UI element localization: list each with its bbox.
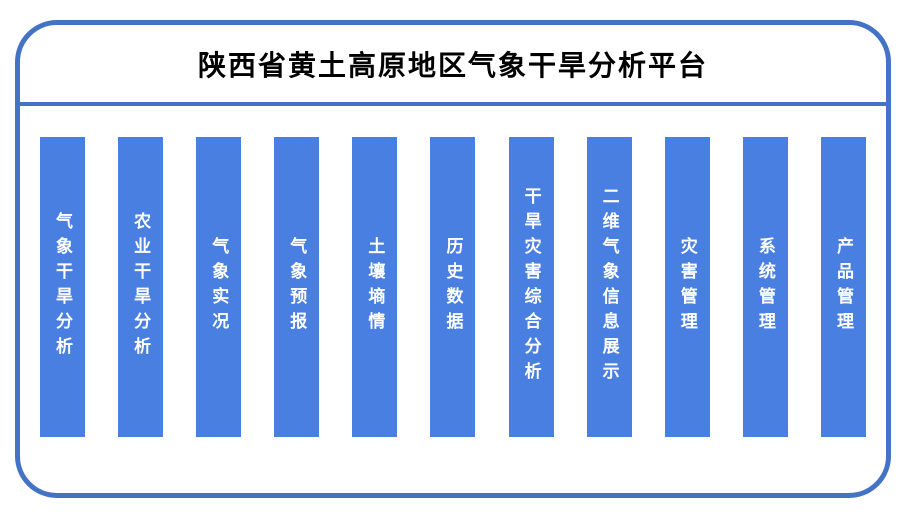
module-label: 产品管理 — [833, 237, 853, 337]
module-label: 系统管理 — [755, 237, 775, 337]
module-bar-historical-data: 历史数据 — [430, 137, 476, 437]
module-bar-soil-moisture: 土壤墒情 — [352, 137, 398, 437]
module-label: 干旱灾害综合分析 — [521, 187, 541, 387]
module-list: 气象干旱分析 农业干旱分析 气象实况 气象预报 土壤墒情 历史数据 干旱灾害综合… — [20, 137, 886, 437]
module-label: 气象干旱分析 — [53, 212, 72, 362]
module-bar-agricultural-drought-analysis: 农业干旱分析 — [118, 137, 164, 437]
platform-title: 陕西省黄土高原地区气象干旱分析平台 — [197, 49, 708, 81]
module-label: 土壤墒情 — [365, 237, 385, 337]
module-label: 历史数据 — [443, 237, 463, 337]
module-label: 气象实况 — [209, 237, 229, 337]
module-bar-meteorological-drought-analysis: 气象干旱分析 — [40, 137, 85, 437]
module-label: 农业干旱分析 — [131, 212, 151, 362]
module-label: 二维气象信息展示 — [599, 187, 619, 387]
module-bar-weather-forecast: 气象预报 — [274, 137, 320, 437]
module-label: 气象预报 — [287, 237, 307, 337]
module-bar-product-management: 产品管理 — [820, 137, 866, 437]
module-bar-2d-meteorological-info-display: 二维气象信息展示 — [586, 137, 632, 437]
module-label: 灾害管理 — [677, 237, 697, 337]
title-bar: 陕西省黄土高原地区气象干旱分析平台 — [20, 25, 886, 106]
platform-frame: 陕西省黄土高原地区气象干旱分析平台 气象干旱分析 农业干旱分析 气象实况 气象预… — [15, 20, 891, 498]
module-bar-drought-disaster-comprehensive-analysis: 干旱灾害综合分析 — [508, 137, 554, 437]
module-bar-weather-realtime: 气象实况 — [196, 137, 242, 437]
module-bar-system-management: 系统管理 — [742, 137, 788, 437]
module-bar-disaster-management: 灾害管理 — [664, 137, 710, 437]
